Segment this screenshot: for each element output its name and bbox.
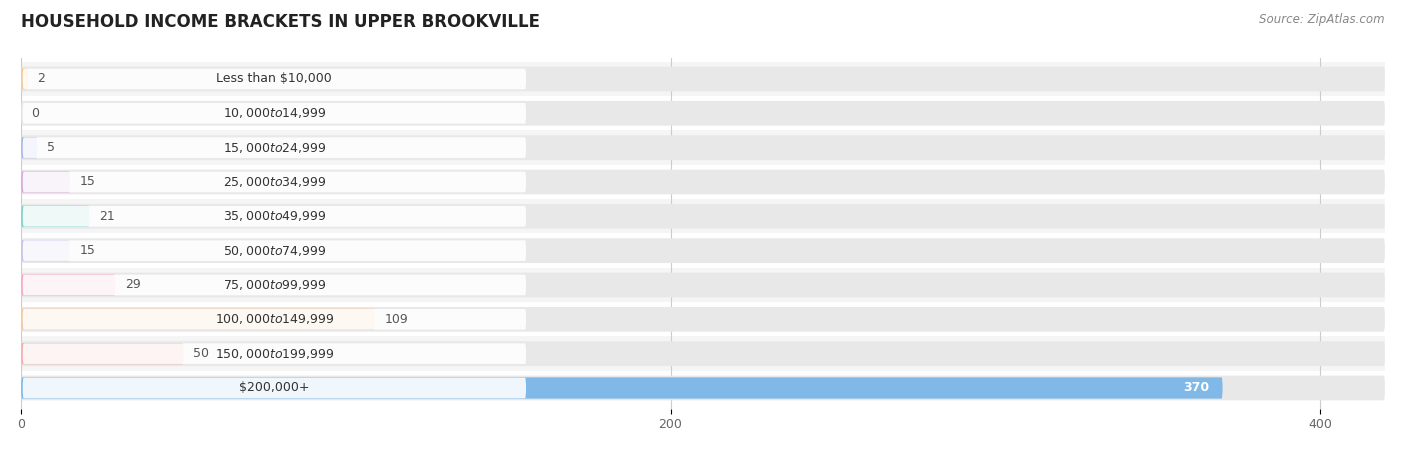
FancyBboxPatch shape xyxy=(21,273,1385,297)
Text: 29: 29 xyxy=(125,278,141,291)
Text: $15,000 to $24,999: $15,000 to $24,999 xyxy=(222,141,326,154)
Text: 21: 21 xyxy=(98,210,115,223)
FancyBboxPatch shape xyxy=(22,172,526,192)
Text: HOUSEHOLD INCOME BRACKETS IN UPPER BROOKVILLE: HOUSEHOLD INCOME BRACKETS IN UPPER BROOK… xyxy=(21,13,540,31)
FancyBboxPatch shape xyxy=(21,308,375,330)
FancyBboxPatch shape xyxy=(22,137,526,158)
Text: $50,000 to $74,999: $50,000 to $74,999 xyxy=(222,244,326,258)
FancyBboxPatch shape xyxy=(21,131,1385,165)
FancyBboxPatch shape xyxy=(22,240,526,261)
Text: $10,000 to $14,999: $10,000 to $14,999 xyxy=(222,106,326,120)
FancyBboxPatch shape xyxy=(21,165,1385,199)
Text: 5: 5 xyxy=(46,141,55,154)
Text: $35,000 to $49,999: $35,000 to $49,999 xyxy=(222,209,326,223)
FancyBboxPatch shape xyxy=(21,137,38,158)
Text: 50: 50 xyxy=(193,347,209,360)
FancyBboxPatch shape xyxy=(21,233,1385,268)
FancyBboxPatch shape xyxy=(21,101,1385,126)
FancyBboxPatch shape xyxy=(21,135,1385,160)
FancyBboxPatch shape xyxy=(21,204,1385,229)
FancyBboxPatch shape xyxy=(21,240,70,261)
FancyBboxPatch shape xyxy=(21,62,1385,96)
FancyBboxPatch shape xyxy=(21,206,90,227)
FancyBboxPatch shape xyxy=(22,378,526,398)
FancyBboxPatch shape xyxy=(21,371,1385,405)
Text: 2: 2 xyxy=(38,72,45,85)
FancyBboxPatch shape xyxy=(21,268,1385,302)
FancyBboxPatch shape xyxy=(21,343,183,364)
FancyBboxPatch shape xyxy=(22,309,526,330)
FancyBboxPatch shape xyxy=(22,275,526,295)
FancyBboxPatch shape xyxy=(21,274,115,295)
FancyBboxPatch shape xyxy=(21,377,1223,399)
FancyBboxPatch shape xyxy=(22,69,526,89)
FancyBboxPatch shape xyxy=(21,376,1385,401)
FancyBboxPatch shape xyxy=(22,103,526,123)
Text: Source: ZipAtlas.com: Source: ZipAtlas.com xyxy=(1260,13,1385,26)
Text: 15: 15 xyxy=(80,244,96,257)
Text: $25,000 to $34,999: $25,000 to $34,999 xyxy=(222,175,326,189)
FancyBboxPatch shape xyxy=(21,336,1385,371)
Text: 0: 0 xyxy=(31,107,39,120)
FancyBboxPatch shape xyxy=(22,206,526,227)
Text: 15: 15 xyxy=(80,176,96,189)
FancyBboxPatch shape xyxy=(21,341,1385,366)
FancyBboxPatch shape xyxy=(21,238,1385,263)
FancyBboxPatch shape xyxy=(21,68,28,90)
Text: $100,000 to $149,999: $100,000 to $149,999 xyxy=(215,313,335,326)
FancyBboxPatch shape xyxy=(21,199,1385,233)
FancyBboxPatch shape xyxy=(21,66,1385,91)
FancyBboxPatch shape xyxy=(21,96,1385,131)
Text: 370: 370 xyxy=(1184,382,1209,395)
FancyBboxPatch shape xyxy=(22,343,526,364)
Text: $200,000+: $200,000+ xyxy=(239,382,309,395)
Text: 109: 109 xyxy=(385,313,409,326)
Text: Less than $10,000: Less than $10,000 xyxy=(217,72,332,85)
FancyBboxPatch shape xyxy=(21,307,1385,332)
FancyBboxPatch shape xyxy=(21,170,1385,194)
FancyBboxPatch shape xyxy=(21,302,1385,336)
Text: $75,000 to $99,999: $75,000 to $99,999 xyxy=(222,278,326,292)
FancyBboxPatch shape xyxy=(21,172,70,193)
Text: $150,000 to $199,999: $150,000 to $199,999 xyxy=(215,347,335,361)
